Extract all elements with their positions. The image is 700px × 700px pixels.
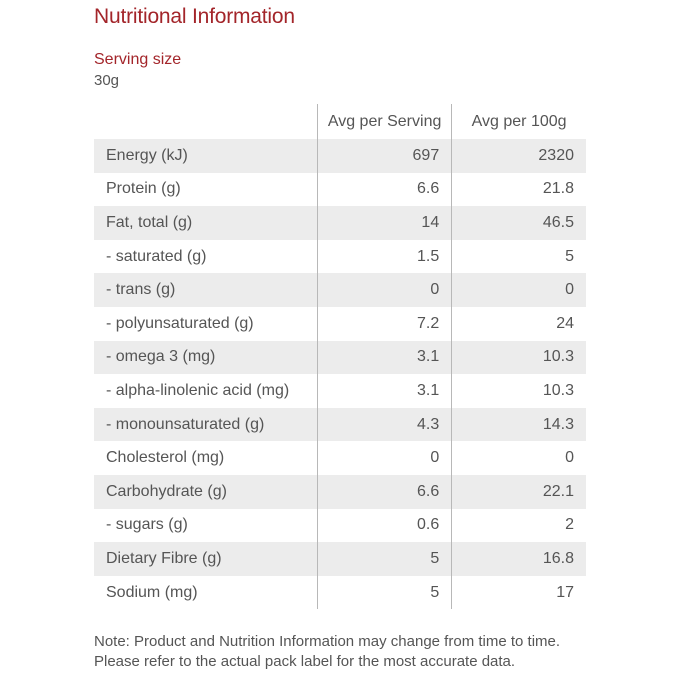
per-100g-value: 24: [451, 306, 586, 341]
table-row: Energy (kJ) 697 2320: [94, 139, 586, 173]
serving-size-value: 30g: [94, 72, 120, 89]
nutrient-name: Carbohydrate (g): [94, 474, 318, 509]
per-100g-value: 46.5: [451, 206, 586, 240]
nutrient-column-header: [94, 104, 317, 139]
table-row: Sodium (mg) 5 17: [94, 575, 586, 610]
per-100g-value: 5: [451, 239, 586, 274]
nutrient-name: - omega 3 (mg): [94, 340, 318, 375]
nutrient-name: - trans (g): [94, 273, 318, 307]
nutrient-name: - alpha-linolenic acid (mg): [106, 381, 290, 399]
nutrient-name: - saturated (g): [106, 247, 207, 265]
per-serving-value: 0: [316, 273, 452, 307]
per-serving-value: 4.3: [316, 407, 452, 442]
per-serving-value: 697: [316, 139, 452, 173]
per-100g-value: 14.3: [451, 407, 586, 442]
per-100g-value: 22.1: [451, 474, 586, 509]
per-100g-value: 10.3: [451, 374, 586, 408]
per-serving-value: 1.5: [316, 239, 452, 274]
nutrient-name: Dietary Fibre (g): [94, 542, 318, 576]
nutrient-name: - polyunsaturated (g): [106, 314, 254, 332]
table-row: Protein (g) 6.6 21.8: [94, 172, 586, 207]
table-row: Dietary Fibre (g) 5 16.8: [94, 542, 586, 576]
nutrient-name: Cholesterol (mg): [106, 449, 225, 467]
disclaimer-note: Note: Product and Nutrition Information …: [94, 633, 561, 670]
table-row: - trans (g) 0 0: [94, 273, 586, 307]
per-serving-value: 0.6: [316, 508, 452, 543]
per-100g-value: 16.8: [451, 542, 586, 576]
per-100g-value: 0: [451, 441, 586, 475]
nutrient-name: - sugars (g): [106, 516, 188, 534]
per-serving-value: 7.2: [316, 306, 452, 341]
page-title: Nutritional Information: [94, 5, 295, 28]
per-serving-value: 6.6: [316, 474, 452, 509]
nutrient-name: Protein (g): [106, 180, 181, 198]
per-100g-value: 10.3: [451, 340, 586, 375]
nutrition-table: Avg per Serving Avg per 100g Energy (kJ)…: [94, 104, 586, 610]
per-serving-value: 3.1: [316, 374, 452, 408]
table-row: - alpha-linolenic acid (mg) 3.1 10.3: [94, 374, 586, 408]
table-row: Cholesterol (mg) 0 0: [94, 441, 586, 475]
table-row: Carbohydrate (g) 6.6 22.1: [94, 474, 586, 509]
per-serving-value: 0: [316, 441, 452, 475]
per-100g-value: 2: [451, 508, 586, 543]
nutrient-name: - monounsaturated (g): [94, 407, 318, 442]
table-row: - monounsaturated (g) 4.3 14.3: [94, 407, 586, 442]
table-row: - omega 3 (mg) 3.1 10.3: [94, 340, 586, 375]
nutrition-table-body: Energy (kJ) 697 2320 Protein (g) 6.6 21.8 Fat,…: [94, 139, 586, 610]
per-100g-value: 2320: [451, 139, 586, 173]
per-100g-value: 0: [451, 273, 586, 307]
per-serving-value: 14: [316, 206, 452, 240]
per-serving-value: 3.1: [316, 340, 452, 375]
table-row: - polyunsaturated (g) 7.2 24: [94, 306, 586, 341]
per-serving-value: 5: [316, 575, 452, 610]
per-100g-value: 17: [451, 575, 586, 610]
nutrient-name: Sodium (mg): [106, 583, 198, 601]
per-serving-value: 5: [316, 542, 452, 576]
per-100g-value: 21.8: [451, 172, 586, 207]
table-row: - sugars (g) 0.6 2: [94, 508, 586, 543]
table-header-row: Avg per Serving Avg per 100g: [94, 104, 586, 139]
table-row: - saturated (g) 1.5 5: [94, 239, 586, 274]
table-row: Fat, total (g) 14 46.5: [94, 206, 586, 240]
per-100g-column-header: Avg per 100g: [451, 104, 586, 139]
per-serving-value: 6.6: [316, 172, 452, 207]
serving-size-label: Serving size: [94, 51, 182, 68]
nutrient-name: Energy (kJ): [94, 139, 318, 173]
nutrient-name: Fat, total (g): [94, 206, 318, 240]
per-serving-column-header: Avg per Serving: [316, 104, 452, 139]
